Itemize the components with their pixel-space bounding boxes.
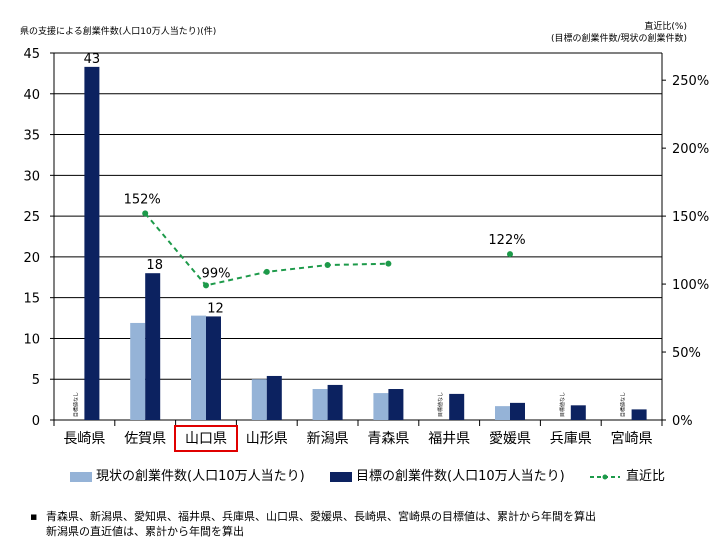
y-tick-label: 25	[23, 210, 40, 225]
legend-item-target: 目標の創業件数(人口10万人当たり)	[330, 465, 565, 484]
x-category-label: 福井県	[428, 431, 470, 447]
legend-label-current: 現状の創業件数(人口10万人当たり)	[96, 469, 305, 484]
bar-target	[84, 66, 100, 420]
bar-current	[495, 406, 510, 420]
x-category-label: 宮崎県	[611, 431, 653, 447]
legend-swatch-target	[330, 471, 352, 482]
x-category-label: 佐賀県	[124, 431, 166, 447]
y-tick-label: 15	[23, 292, 40, 307]
bar-current	[251, 379, 267, 420]
highlight-box	[174, 425, 238, 452]
y-tick-label: 10	[23, 332, 40, 347]
bar-target	[570, 405, 586, 420]
data-label: 12	[207, 301, 224, 316]
footnote-1: ▪ 青森県、新潟県、愛知県、福井県、兵庫県、山口県、愛媛県、長崎県、宮崎県の目標値…	[30, 509, 596, 524]
x-category-label: 山形県	[246, 431, 288, 447]
y-tick-label: 20	[23, 251, 40, 266]
data-label: 43	[84, 52, 101, 67]
left-axis-title: 県の支援による創業件数(人口10万人当たり)(件)	[20, 27, 217, 37]
bar-current	[312, 389, 328, 420]
chart-legend: 現状の創業件数(人口10万人当たり) 目標の創業件数(人口10万人当たり) 直近…	[70, 463, 690, 485]
x-category-label: 兵庫県	[550, 430, 592, 447]
legend-label-target: 目標の創業件数(人口10万人当たり)	[356, 469, 565, 484]
y2-tick-label: 250%	[672, 74, 709, 89]
right-axis-title-line2: (目標の創業件数/現状の創業件数)	[550, 34, 687, 44]
y2-tick-label: 100%	[672, 278, 709, 293]
y-tick-label: 40	[23, 88, 40, 103]
y2-tick-label: 200%	[672, 142, 709, 157]
x-category-label: 長崎県	[63, 431, 105, 447]
y-tick-label: 0	[32, 414, 40, 429]
legend-swatch-ratio	[590, 474, 620, 479]
footnote-2-text: 新潟県の直近値は、累計から年間を算出	[46, 525, 244, 538]
no-target-label: 目標値なし	[559, 392, 566, 417]
no-target-label: 目標値なし	[72, 392, 79, 417]
ratio-point	[203, 282, 209, 289]
bar-current	[373, 393, 389, 420]
ratio-point	[263, 268, 270, 275]
y-tick-label: 45	[23, 47, 40, 62]
bar-line-chart: 0 5 10 15 20 25 30 35 40 45 0% 50% 100% 150% 200% 250% 長…	[23, 47, 709, 452]
bar-target	[631, 409, 647, 420]
y-tick-label: 30	[23, 169, 40, 184]
bar-current	[130, 322, 146, 420]
ratio-point	[385, 260, 392, 267]
ratio-point	[142, 210, 149, 217]
data-label: 18	[146, 258, 163, 273]
footnote-1-text: 青森県、新潟県、愛知県、福井県、兵庫県、山口県、愛媛県、長崎県、宮崎県の目標値は…	[46, 510, 596, 523]
footnote-2: 新潟県の直近値は、累計から年間を算出	[30, 524, 596, 539]
data-label: 99%	[202, 266, 231, 281]
bar-target	[510, 402, 525, 420]
legend-label-ratio: 直近比	[626, 469, 666, 484]
y-tick-label: 35	[23, 129, 40, 144]
x-category-label: 新潟県	[307, 431, 349, 447]
bar-current	[191, 315, 206, 420]
footnotes: ▪ 青森県、新潟県、愛知県、福井県、兵庫県、山口県、愛媛県、長崎県、宮崎県の目標値…	[30, 509, 596, 539]
y2-tick-label: 0%	[672, 414, 693, 429]
x-category-label: 愛媛県	[489, 431, 531, 447]
bar-target	[206, 316, 221, 420]
legend-item-ratio: 直近比	[590, 465, 665, 484]
bar-target	[388, 389, 404, 420]
data-label: 122%	[488, 233, 525, 248]
legend-swatch-current	[70, 471, 92, 482]
x-category-label: 山口県	[185, 431, 227, 447]
x-category-label: 青森県	[367, 431, 409, 447]
data-label: 152%	[124, 192, 161, 207]
y2-tick-label: 150%	[672, 210, 709, 225]
bar-target	[145, 273, 161, 420]
ratio-point	[324, 262, 331, 269]
ratio-point	[507, 251, 513, 258]
no-target-label: 目標値なし	[437, 392, 444, 417]
y-tick-label: 5	[32, 373, 40, 388]
bar-target	[266, 375, 282, 420]
right-axis-title-line1: 直近比(%)	[644, 22, 687, 32]
no-target-label: 目標値なし	[620, 392, 627, 417]
footnote-bullet: ▪	[30, 510, 38, 523]
y2-tick-label: 50%	[672, 346, 701, 361]
bar-target	[327, 384, 343, 420]
bar-target	[449, 393, 465, 420]
legend-item-current: 現状の創業件数(人口10万人当たり)	[70, 465, 305, 484]
